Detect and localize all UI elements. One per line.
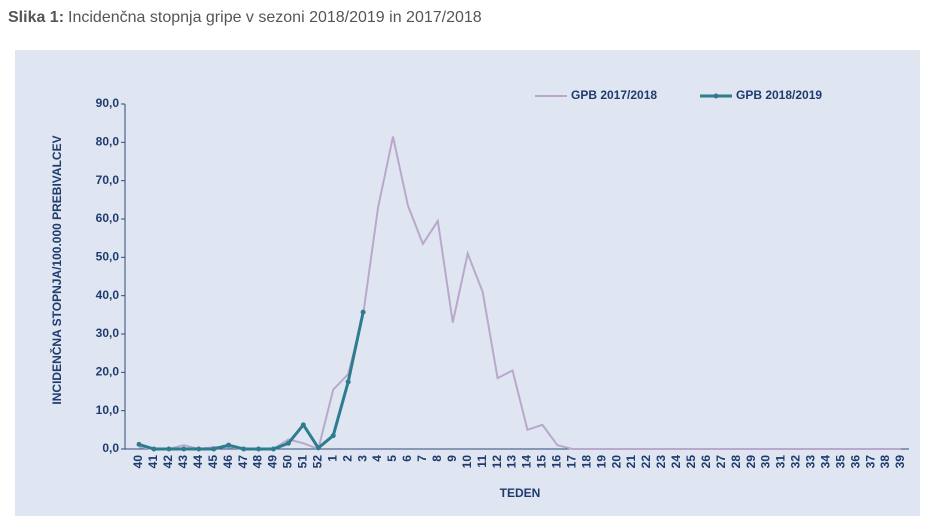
data-point [315, 445, 321, 451]
data-point [211, 446, 217, 452]
x-tick-label: 29 [744, 455, 758, 469]
x-tick-label: 7 [415, 455, 429, 462]
x-tick-label: 1 [325, 455, 339, 462]
x-tick-label: 43 [176, 455, 190, 469]
x-tick-label: 41 [146, 455, 160, 469]
x-tick-label: 47 [236, 455, 250, 469]
x-tick-label: 32 [789, 455, 803, 469]
x-tick-label: 40 [131, 455, 145, 469]
data-point [136, 441, 142, 447]
x-tick-label: 33 [804, 455, 818, 469]
data-point [330, 433, 336, 439]
x-tick-label: 39 [893, 455, 907, 469]
x-tick-label: 14 [520, 455, 534, 469]
y-tick-label: 20,0 [96, 365, 120, 379]
x-tick-label: 4 [370, 455, 384, 462]
x-tick-label: 25 [684, 455, 698, 469]
x-tick-label: 46 [221, 455, 235, 469]
data-point [270, 446, 276, 452]
x-tick-label: 30 [759, 455, 773, 469]
x-tick-label: 8 [430, 455, 444, 462]
data-point [300, 422, 306, 428]
x-tick-label: 5 [385, 455, 399, 462]
title-prefix: Slika 1: [8, 9, 64, 26]
x-tick-label: 37 [863, 455, 877, 469]
y-tick-label: 10,0 [96, 403, 120, 417]
x-tick-label: 22 [639, 455, 653, 469]
x-tick-label: 28 [729, 455, 743, 469]
x-tick-label: 15 [535, 455, 549, 469]
data-point [345, 379, 351, 385]
data-point [241, 446, 247, 452]
series-line [138, 311, 365, 451]
x-tick-label: 44 [191, 455, 205, 469]
y-tick-label: 50,0 [96, 250, 120, 264]
y-tick-label: 80,0 [96, 135, 120, 149]
x-tick-label: 51 [296, 455, 310, 469]
x-tick-label: 23 [654, 455, 668, 469]
data-point [360, 309, 366, 315]
data-point [256, 446, 262, 452]
y-tick-label: 40,0 [96, 288, 120, 302]
x-tick-label: 9 [445, 455, 459, 462]
x-tick-label: 34 [818, 455, 832, 469]
x-tick-label: 2 [340, 455, 354, 462]
data-point [166, 446, 172, 452]
x-tick-label: 17 [564, 455, 578, 469]
x-tick-label: 31 [774, 455, 788, 469]
y-tick-label: 70,0 [96, 173, 120, 187]
x-tick-label: 3 [355, 455, 369, 462]
x-tick-label: 27 [714, 455, 728, 469]
x-tick-label: 12 [490, 455, 504, 469]
x-tick-label: 49 [266, 455, 280, 469]
x-tick-label: 13 [505, 455, 519, 469]
x-tick-label: 19 [594, 455, 608, 469]
legend-label: GPB 2018/2019 [736, 88, 822, 102]
x-tick-label: 45 [206, 455, 220, 469]
x-tick-label: 36 [848, 455, 862, 469]
x-tick-label: 10 [460, 455, 474, 469]
x-tick-label: 21 [624, 455, 638, 469]
x-tick-label: 26 [699, 455, 713, 469]
x-tick-label: 18 [579, 455, 593, 469]
x-tick-label: 16 [550, 455, 564, 469]
x-tick-label: 42 [161, 455, 175, 469]
legend-label: GPB 2017/2018 [571, 88, 657, 102]
x-tick-label: 11 [475, 455, 489, 468]
x-tick-label: 6 [400, 455, 414, 462]
x-tick-label: 50 [281, 455, 295, 469]
y-tick-label: 30,0 [96, 326, 120, 340]
plot-panel [15, 50, 920, 516]
x-tick-label: 38 [878, 455, 892, 469]
data-point [226, 442, 232, 448]
x-tick-label: 35 [833, 455, 847, 469]
legend-marker [713, 93, 719, 99]
x-tick-label: 24 [669, 455, 683, 469]
data-point [181, 446, 187, 452]
data-point [151, 446, 157, 452]
x-tick-label: 48 [251, 455, 265, 469]
x-tick-label: 52 [310, 455, 324, 469]
y-tick-label: 90,0 [96, 96, 120, 110]
data-point [285, 440, 291, 446]
title-text: Incidenčna stopnja gripe v sezoni 2018/2… [68, 9, 482, 26]
y-axis-label: INCIDENČNA STOPNJA/100.000 PREBIVALCEV [49, 135, 64, 404]
x-axis-label: TEDEN [500, 486, 541, 500]
y-tick-label: 60,0 [96, 211, 120, 225]
x-tick-label: 20 [609, 455, 623, 469]
chart-title: Slika 1: Incidenčna stopnja gripe v sezon… [8, 9, 482, 26]
data-point [196, 446, 202, 452]
y-tick-label: 0,0 [102, 441, 119, 455]
